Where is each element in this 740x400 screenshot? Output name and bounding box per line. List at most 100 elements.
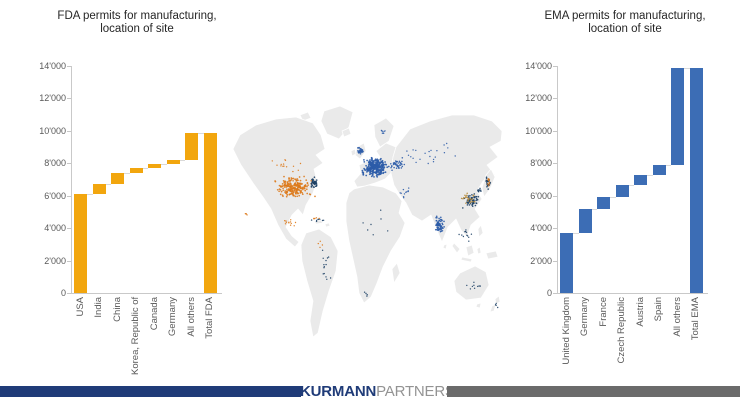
new-zealand-sites-dot xyxy=(497,306,499,309)
china-sites-tan-dot xyxy=(465,202,467,204)
waterfall-bar-germany xyxy=(166,160,180,165)
usa-sites-dot xyxy=(306,192,309,195)
usa-sites-dot xyxy=(289,182,291,184)
east-europe-sites-dot xyxy=(392,162,395,164)
y-axis-tick-label: 6'000 xyxy=(530,190,552,201)
china-sites-dot xyxy=(471,194,473,196)
india-sites-dot xyxy=(439,216,442,219)
india-sites-dot xyxy=(440,230,443,233)
waterfall-connector xyxy=(591,208,597,210)
x-axis-label: United Kingdom xyxy=(560,297,572,365)
usa-sites-dot xyxy=(294,183,297,185)
usa-east-sites-dot xyxy=(311,183,313,186)
east-europe-sites-dot xyxy=(395,162,397,165)
waterfall-bar-india xyxy=(92,184,106,195)
y-axis-tick xyxy=(553,195,557,197)
russia-sites-dot xyxy=(432,158,435,161)
europe-sites-dot xyxy=(387,165,390,168)
australia-sites-dot xyxy=(473,281,475,283)
new-zealand-sites-dot xyxy=(495,302,497,305)
usa-sites-dot xyxy=(298,194,301,197)
usa-sites-dot xyxy=(284,190,287,192)
usa-sites-dot xyxy=(287,183,290,186)
waterfall-bar-france xyxy=(597,196,610,209)
usa-sites-dot xyxy=(303,187,306,190)
scandinavia-sites-dot xyxy=(381,130,383,132)
waterfall-bar-austria xyxy=(634,174,647,186)
usa-sites-dot xyxy=(295,179,298,182)
land-scandinavia xyxy=(373,117,395,148)
ema-chart-title: EMA permits for manufacturing, location … xyxy=(510,10,740,36)
land-africa xyxy=(345,184,406,304)
se-asia-sites-dot xyxy=(465,229,467,231)
x-axis-label: All others xyxy=(185,297,197,337)
x-axis-label: Germany xyxy=(167,297,178,337)
east-europe-sites-dot xyxy=(401,165,404,168)
x-axis-label: Canada xyxy=(148,297,160,331)
uk-sites-dot xyxy=(358,146,361,149)
russia-sites-dot xyxy=(443,152,446,154)
uk-sites-dot xyxy=(358,149,361,152)
land-ireland xyxy=(350,148,357,157)
china-sites-tan-dot xyxy=(472,195,474,197)
continents xyxy=(232,105,503,338)
india-sites-dot xyxy=(439,225,442,228)
y-axis-line xyxy=(71,66,72,293)
scandinavia-sites-dot xyxy=(383,130,385,133)
china-sites-tan-dot xyxy=(471,200,474,203)
usa-east-sites-dot xyxy=(310,185,313,187)
china-sites-dot xyxy=(466,201,468,203)
waterfall-bar-canada xyxy=(148,164,161,169)
waterfall-connector xyxy=(665,164,671,166)
canada-sites-dot xyxy=(271,160,273,162)
europe-sites-dot xyxy=(382,162,384,164)
china-sites-tan-dot xyxy=(470,199,473,201)
china-sites-dot xyxy=(473,199,475,201)
usa-sites-dot xyxy=(293,187,295,190)
middle-east-sites-dot xyxy=(405,191,407,193)
south-america-sites-dot xyxy=(326,257,329,259)
china-sites-dot xyxy=(473,193,476,195)
india-sites-dot xyxy=(437,221,439,223)
china-sites-tan-dot xyxy=(469,201,471,204)
land-asia xyxy=(390,114,503,243)
india-sites-dot xyxy=(438,219,441,222)
canada-sites-dot xyxy=(283,165,285,167)
usa-sites-dot xyxy=(297,186,299,188)
y-axis-tick-label: 2'000 xyxy=(530,255,552,266)
y-axis-tick xyxy=(67,163,71,165)
europe-sites-dot xyxy=(375,174,378,177)
australia-sites-dot xyxy=(466,284,468,287)
y-axis-tick-label: 8'000 xyxy=(530,158,552,169)
se-asia-sites-dot xyxy=(468,240,470,242)
europe-sites-dot xyxy=(366,159,368,162)
europe-sites-dot xyxy=(371,170,374,173)
russia-sites-dot xyxy=(410,156,412,158)
europe-sites-dot xyxy=(368,163,371,165)
usa-sites-dot xyxy=(301,193,304,196)
waterfall-bar-china xyxy=(111,173,124,185)
russia-sites-dot xyxy=(424,152,426,154)
russia-sites-dot xyxy=(454,155,456,157)
usa-sites-dot xyxy=(284,186,286,188)
waterfall-bar-total-ema xyxy=(689,67,703,293)
land-north-america xyxy=(232,116,326,248)
india-sites-dot xyxy=(436,223,439,225)
land-south-america xyxy=(300,228,339,338)
se-asia-sites-dot xyxy=(464,230,467,233)
australia-sites-dot xyxy=(477,285,479,288)
india-sites-dot xyxy=(443,220,445,223)
australia-sites-dot xyxy=(469,288,472,290)
usa-sites-dot xyxy=(304,184,307,187)
ema-chart-title-line1: EMA permits for manufacturing, xyxy=(544,10,706,22)
china-sites-dot xyxy=(471,203,474,206)
japan-sites-orange-dot xyxy=(487,185,490,187)
east-europe-sites-dot xyxy=(399,164,401,166)
china-sites-dot xyxy=(468,204,471,206)
europe-sites-dot xyxy=(379,172,381,174)
fda-chart-title: FDA permits for manufacturing, location … xyxy=(37,10,237,36)
land-madagascar xyxy=(391,262,401,284)
europe-sites-dot xyxy=(373,168,376,170)
usa-sites-dot xyxy=(298,176,301,178)
usa-east-sites-dot xyxy=(311,181,314,184)
